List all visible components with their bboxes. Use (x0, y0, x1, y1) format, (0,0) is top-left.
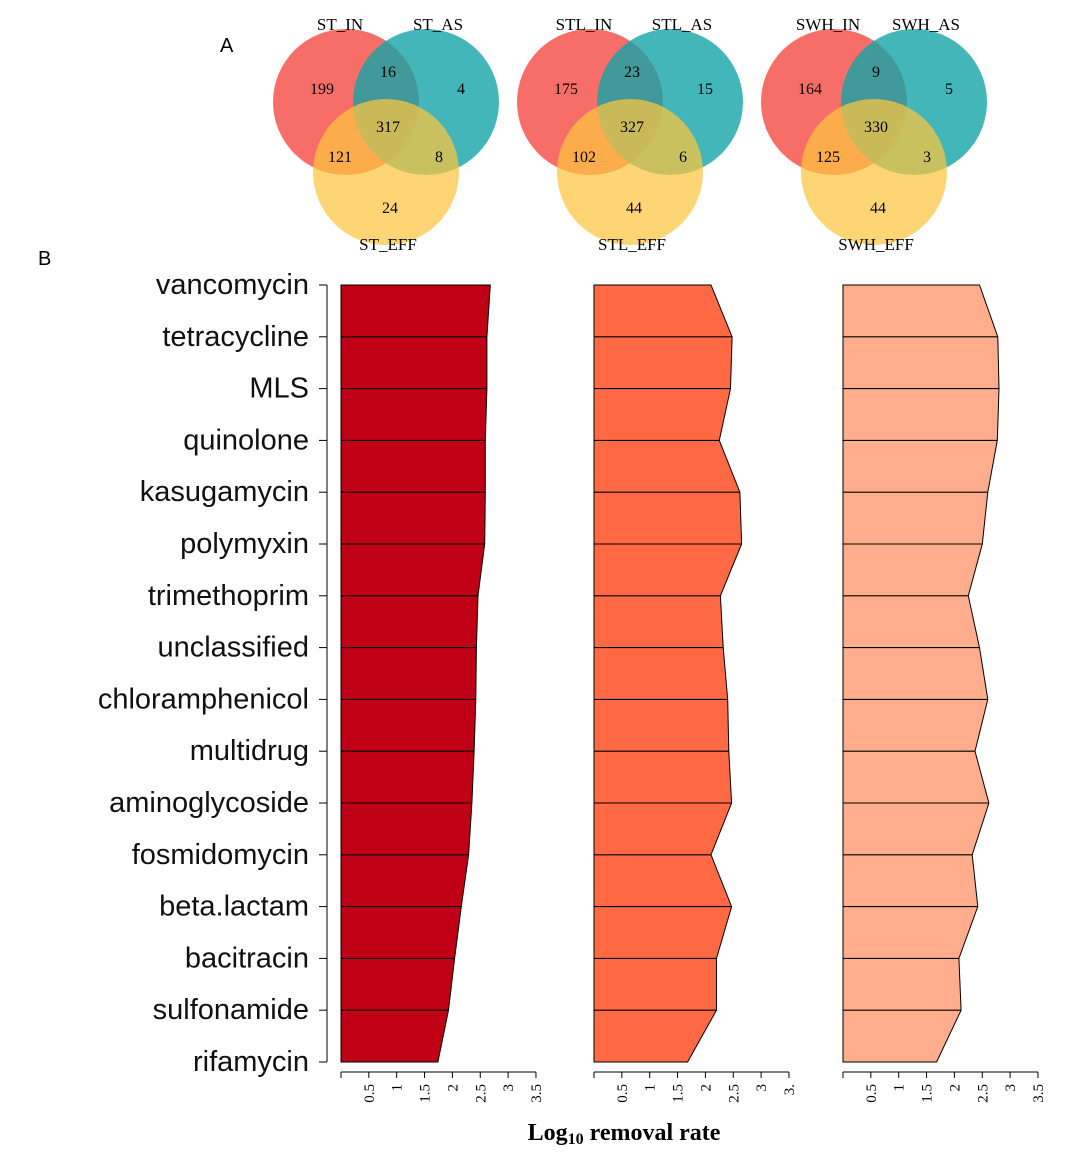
category-label: kasugamycin (140, 476, 309, 508)
venn-count-in-eff: 102 (572, 149, 596, 166)
venn-diagram-1: ST_IN ST_AS ST_EFF 199 16 4 317 121 8 24 (273, 15, 499, 254)
x-tick-label: 0.5 (362, 1084, 378, 1103)
category-label: fosmidomycin (132, 839, 309, 871)
venn-label-eff: STL_EFF (598, 235, 666, 254)
panel-letter-a: A (220, 35, 234, 57)
x-tick-label: 2 (698, 1084, 714, 1092)
x-axis-title: Log10 removal rate (528, 1120, 721, 1148)
x-tick-label: 3 (501, 1084, 517, 1092)
venn-count-as-only: 15 (697, 81, 713, 98)
venn-label-as: STL_AS (652, 15, 712, 34)
venn-count-as-only: 5 (945, 81, 953, 98)
venn-diagram-2: STL_IN STL_AS STL_EFF 175 23 15 327 102 6 44 (517, 15, 743, 254)
category-label: vancomycin (156, 269, 309, 301)
venn-count-in-only: 164 (798, 81, 822, 98)
venn-count-as-eff: 3 (923, 149, 931, 166)
series-area-stl (593, 284, 743, 1063)
venn-count-eff-only: 24 (382, 200, 398, 217)
venn-count-as-only: 4 (457, 81, 465, 98)
category-axis: vancomycin tetracycline MLS quinolone kasuga… (98, 269, 328, 1078)
category-label: trimethoprim (148, 580, 309, 612)
venn-count-in-only: 199 (310, 81, 334, 98)
venn-count-all: 327 (620, 119, 644, 136)
x-tick-label: 3 (1003, 1084, 1019, 1092)
series-panel-swh: 0.5 1 1.5 2 2.5 3 3.5 (842, 284, 1047, 1103)
venn-label-in: ST_IN (317, 15, 363, 34)
category-label: MLS (249, 373, 309, 405)
x-tick-label: 0.5 (615, 1084, 631, 1103)
venn-count-as-eff: 6 (679, 149, 687, 166)
x-tick-label: 1 (390, 1084, 406, 1092)
venn-count-in-as: 23 (624, 64, 640, 81)
venn-label-in: SWH_IN (796, 15, 860, 34)
x-tick-label: 2.5 (726, 1084, 742, 1103)
venn-count-all: 330 (864, 119, 888, 136)
venn-count-all: 317 (376, 119, 400, 136)
venn-count-in-eff: 121 (328, 149, 352, 166)
category-label: sulfonamide (153, 994, 309, 1026)
series-area-swh (842, 284, 1000, 1063)
venn-circle-eff (801, 99, 947, 245)
x-tick-label: 0.5 (864, 1084, 880, 1103)
x-tick-label: 2 (947, 1084, 963, 1092)
venn-circle-eff (313, 99, 459, 245)
venn-count-in-eff: 125 (816, 149, 840, 166)
venn-count-in-as: 9 (872, 64, 880, 81)
category-label: bacitracin (185, 942, 309, 974)
x-axis-title-rest: removal rate (584, 1120, 721, 1146)
category-label: multidrug (190, 735, 309, 767)
x-tick-label: 3 (754, 1084, 770, 1092)
x-tick-label: 1.5 (671, 1084, 687, 1103)
x-tick-label: 2 (445, 1084, 461, 1092)
panel-letter-b: B (38, 248, 51, 270)
x-tick-label: 1.5 (920, 1084, 936, 1103)
venn-diagram-3: SWH_IN SWH_AS SWH_EFF 164 9 5 330 125 3 44 (761, 15, 987, 254)
venn-circle-eff (557, 99, 703, 245)
venn-label-as: ST_AS (413, 15, 463, 34)
x-axis-title-subscript: 10 (568, 1131, 584, 1148)
x-axis-title-main: Log (528, 1120, 568, 1146)
x-tick-label: 1.5 (418, 1084, 434, 1103)
series-area-st (340, 284, 491, 1063)
venn-count-eff-only: 44 (870, 200, 886, 217)
venn-label-as: SWH_AS (892, 15, 960, 34)
venn-count-in-as: 16 (380, 64, 396, 81)
category-label: polymyxin (180, 528, 309, 560)
x-tick-label: 3. (782, 1084, 798, 1095)
category-label: quinolone (183, 424, 309, 456)
venn-count-as-eff: 8 (435, 149, 443, 166)
venn-label-in: STL_IN (556, 15, 613, 34)
removal-rate-chart: vancomycin tetracycline MLS quinolone kasuga… (98, 269, 1047, 1103)
venn-label-eff: ST_EFF (359, 235, 417, 254)
x-tick-label: 1 (643, 1084, 659, 1092)
venn-label-eff: SWH_EFF (838, 235, 914, 254)
venn-count-eff-only: 44 (626, 200, 642, 217)
x-tick-label: 3.5 (1031, 1084, 1047, 1103)
x-tick-label: 3.5 (529, 1084, 545, 1103)
venn-count-in-only: 175 (554, 81, 578, 98)
category-label: aminoglycoside (109, 787, 309, 819)
x-tick-label: 2.5 (473, 1084, 489, 1103)
category-label: rifamycin (193, 1046, 309, 1078)
x-tick-label: 1 (892, 1084, 908, 1092)
category-label: unclassified (157, 632, 309, 664)
series-panel-stl: 0.5 1 1.5 2 2.5 3 3. (593, 284, 798, 1103)
category-label: tetracycline (162, 321, 309, 353)
category-label: chloramphenicol (98, 683, 309, 715)
category-label: beta.lactam (159, 891, 309, 923)
series-panel-st: 0.5 1 1.5 2 2.5 3 3.5 (340, 284, 545, 1103)
x-tick-label: 2.5 (975, 1084, 991, 1103)
